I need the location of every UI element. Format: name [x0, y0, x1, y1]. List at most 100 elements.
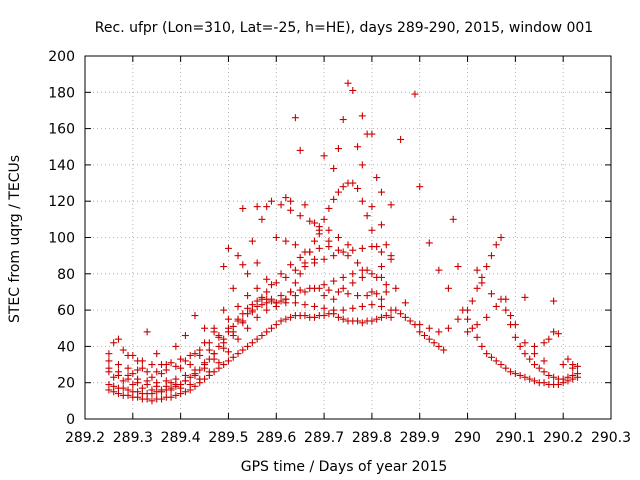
data-point: [521, 350, 529, 358]
data-point: [258, 301, 266, 309]
data-point: [502, 306, 510, 314]
data-point: [272, 321, 280, 329]
data-point: [306, 217, 314, 225]
data-point: [339, 183, 347, 191]
data-point: [492, 302, 500, 310]
data-point: [521, 373, 529, 381]
data-point: [258, 332, 266, 340]
y-tick-label: 140: [48, 158, 75, 174]
data-point: [129, 370, 137, 378]
data-point: [105, 357, 113, 365]
x-tick-label: 289.9: [400, 430, 440, 446]
data-point: [540, 357, 548, 365]
data-point: [282, 237, 290, 245]
data-point: [487, 252, 495, 260]
data-point: [464, 315, 472, 323]
data-point: [382, 281, 390, 289]
data-point: [282, 194, 290, 202]
data-point: [373, 315, 381, 323]
y-tick-label: 120: [48, 194, 75, 210]
data-point: [440, 346, 448, 354]
data-point: [315, 230, 323, 238]
data-point: [444, 284, 452, 292]
data-point: [148, 373, 156, 381]
data-point: [416, 321, 424, 329]
data-point: [239, 346, 247, 354]
data-point: [311, 313, 319, 321]
data-point: [177, 355, 185, 363]
data-point: [267, 281, 275, 289]
data-point: [253, 259, 261, 267]
data-point: [205, 339, 213, 347]
data-point: [334, 246, 342, 254]
data-point: [124, 351, 132, 359]
data-point: [114, 361, 122, 369]
y-tick-label: 160: [48, 122, 75, 138]
data-point: [244, 342, 252, 350]
data-point: [492, 241, 500, 249]
data-point: [483, 350, 491, 358]
data-point: [267, 324, 275, 332]
data-point: [325, 226, 333, 234]
data-point: [325, 286, 333, 294]
data-point: [349, 279, 357, 287]
data-point: [392, 284, 400, 292]
data-point: [559, 361, 567, 369]
data-point: [158, 386, 166, 394]
y-tick-label: 180: [48, 85, 75, 101]
data-point: [349, 179, 357, 187]
data-point: [291, 292, 299, 300]
data-point: [315, 244, 323, 252]
data-point: [124, 371, 132, 379]
data-point: [215, 342, 223, 350]
data-point: [277, 292, 285, 300]
data-point: [134, 388, 142, 396]
data-point: [411, 90, 419, 98]
data-point: [114, 335, 122, 343]
x-tick-label: 290.1: [495, 430, 535, 446]
data-point: [311, 302, 319, 310]
data-point: [244, 270, 252, 278]
data-point: [253, 313, 261, 321]
data-point: [358, 161, 366, 169]
data-point: [497, 361, 505, 369]
data-point: [473, 321, 481, 329]
data-point: [158, 395, 166, 403]
data-point: [473, 266, 481, 274]
data-point: [301, 288, 309, 296]
data-point: [105, 381, 113, 389]
data-point: [368, 270, 376, 278]
data-point: [530, 350, 538, 358]
data-point: [368, 203, 376, 211]
data-point: [526, 375, 534, 383]
data-point: [540, 379, 548, 387]
data-point: [244, 292, 252, 300]
data-point: [368, 288, 376, 296]
data-point: [325, 237, 333, 245]
data-point: [339, 248, 347, 256]
data-point: [263, 306, 271, 314]
data-point: [368, 243, 376, 251]
data-point: [425, 239, 433, 247]
data-point: [301, 312, 309, 320]
data-point: [464, 328, 472, 336]
data-point: [239, 204, 247, 212]
data-point: [483, 263, 491, 271]
data-point: [545, 371, 553, 379]
data-point: [349, 304, 357, 312]
data-point: [253, 203, 261, 211]
data-point: [301, 201, 309, 209]
data-point: [172, 391, 180, 399]
data-point: [487, 290, 495, 298]
data-point: [162, 361, 170, 369]
data-point: [330, 165, 338, 173]
data-point: [334, 188, 342, 196]
data-point: [215, 333, 223, 341]
data-point: [172, 342, 180, 350]
data-point: [397, 135, 405, 143]
data-point: [234, 350, 242, 358]
data-point: [263, 328, 271, 336]
data-point: [435, 342, 443, 350]
data-point: [511, 333, 519, 341]
data-point: [497, 234, 505, 241]
